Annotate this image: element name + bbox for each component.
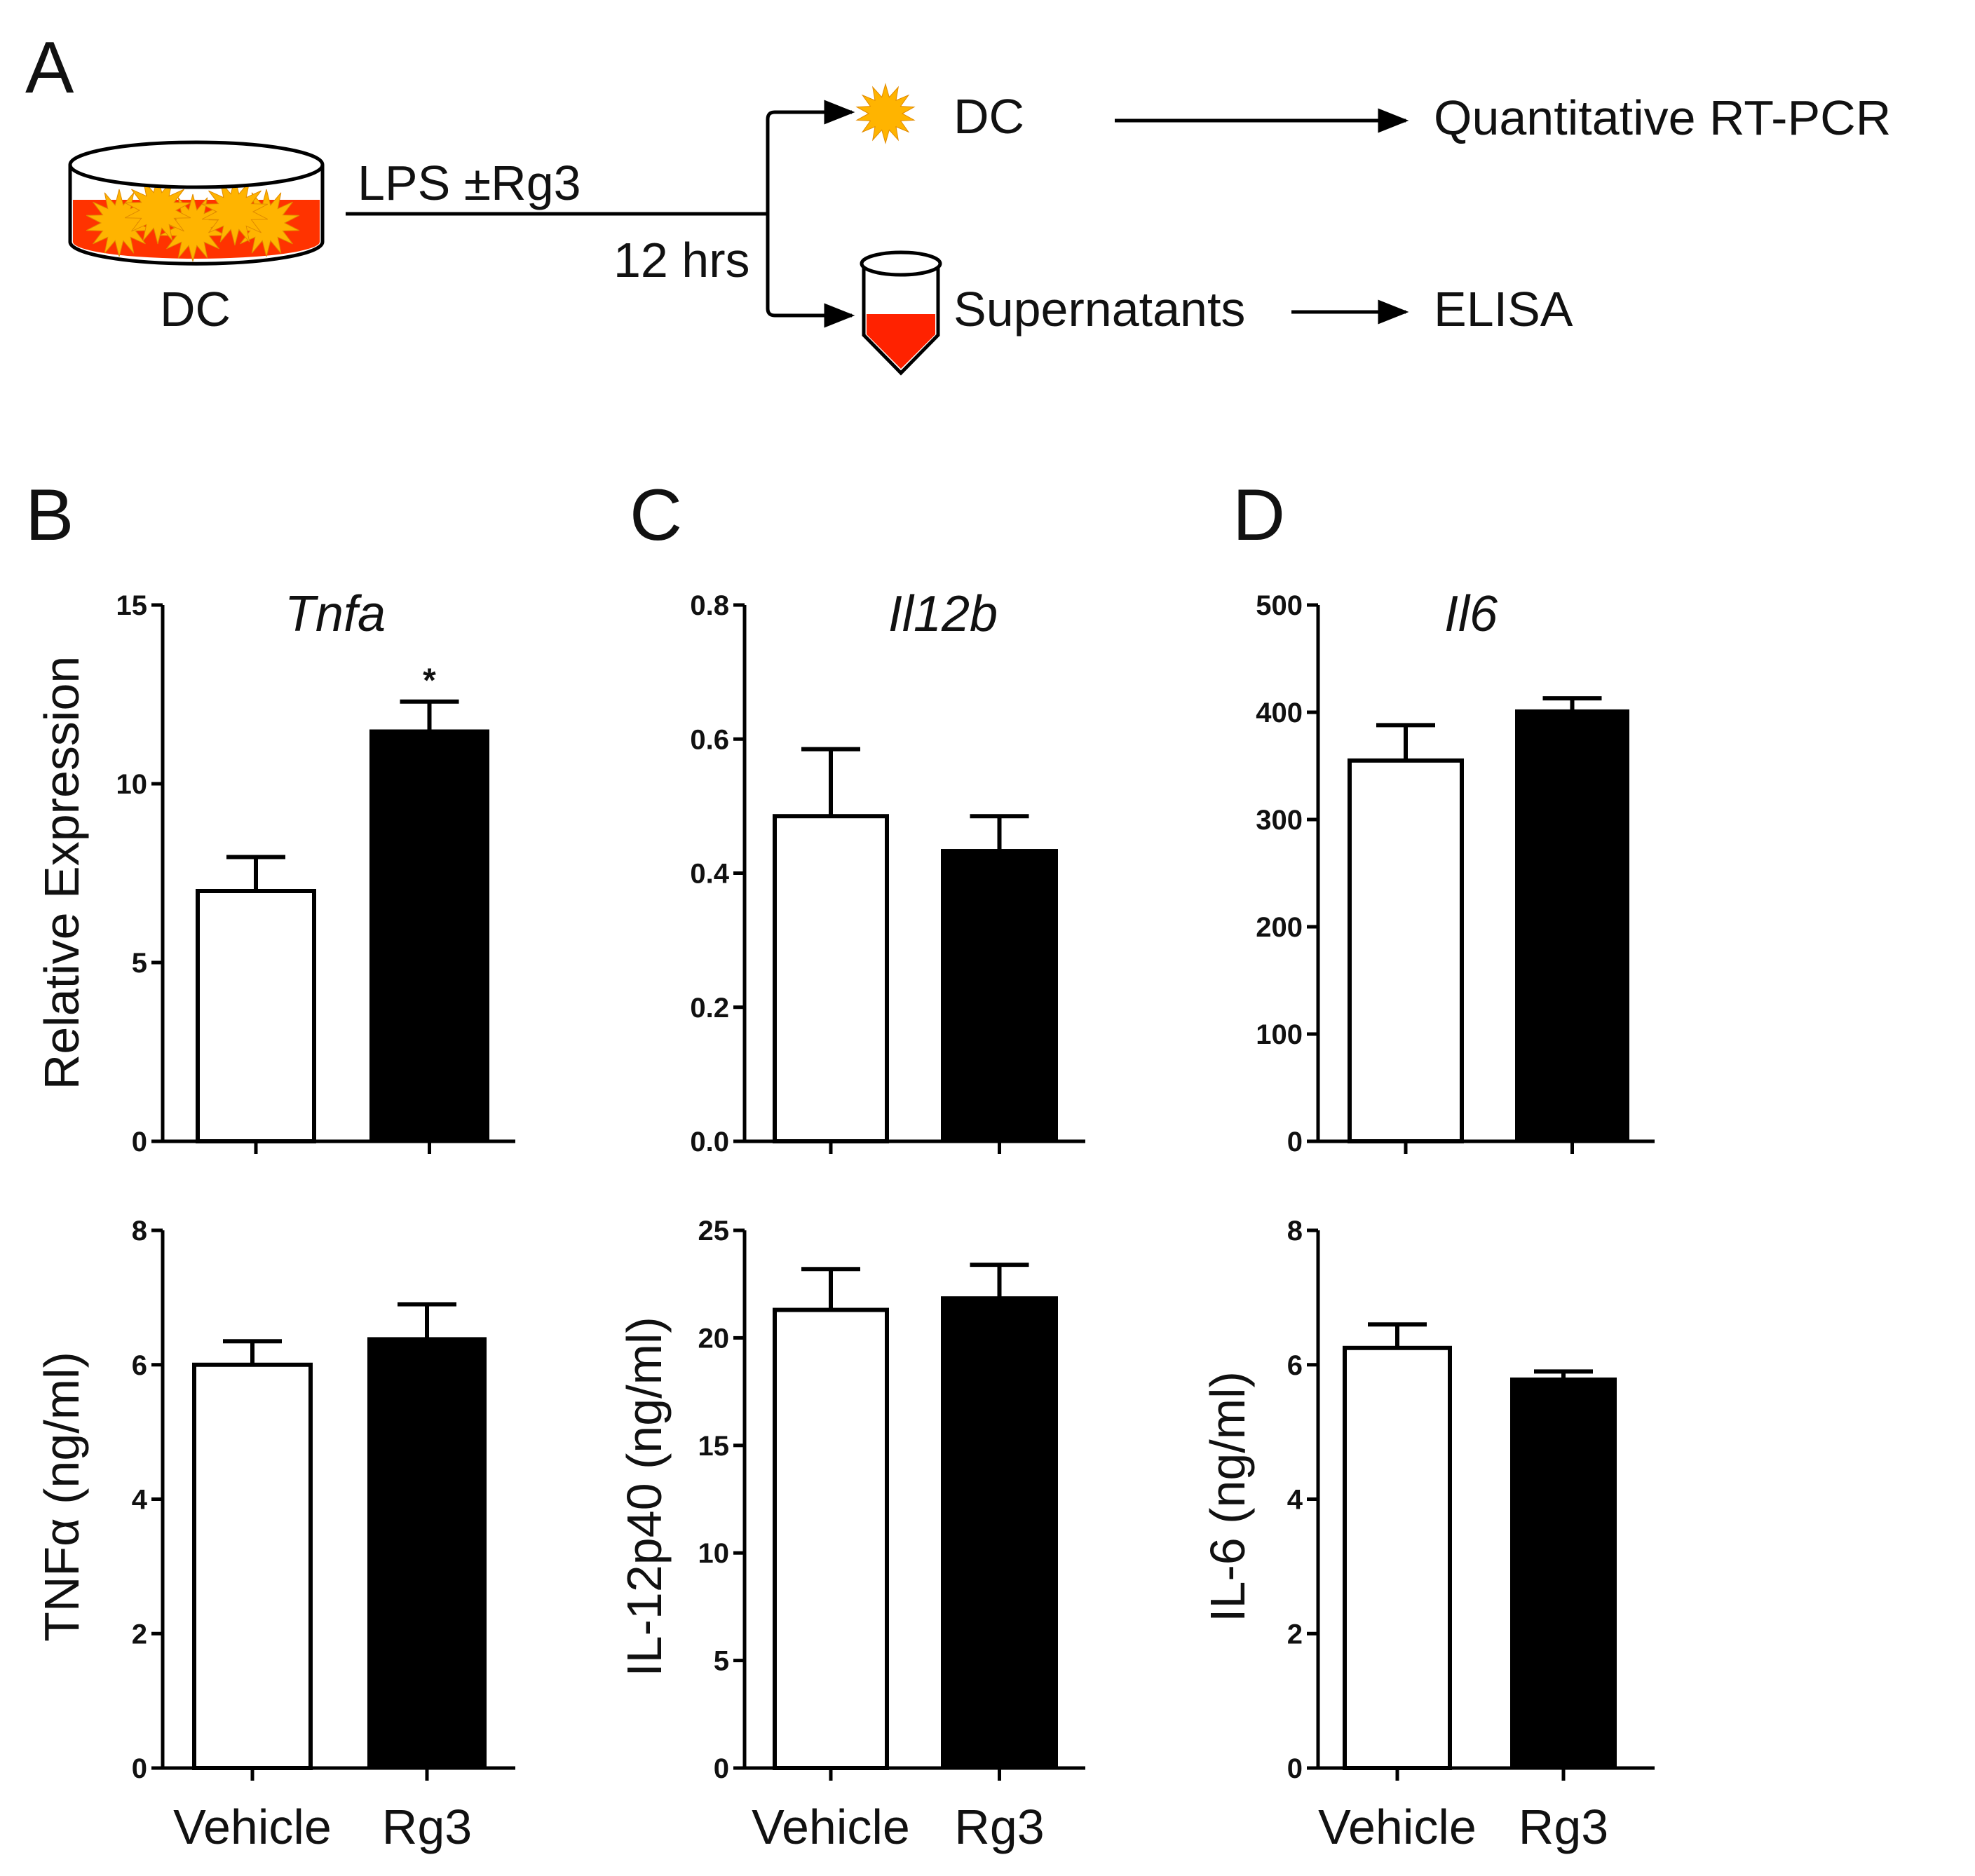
chart-1-y-tick-label: 0.2 xyxy=(690,993,729,1024)
chart-0-y-tick-label: 15 xyxy=(116,590,148,621)
chart-1-y-tick-label: 0.0 xyxy=(690,1127,729,1157)
chart-2-y-tick-label: 200 xyxy=(1256,912,1303,943)
dendritic-cell-shape xyxy=(855,83,916,144)
chart-1-y-tick-label: 0.6 xyxy=(690,724,729,755)
branch-top-assay: Quantitative RT-PCR xyxy=(1434,90,1891,145)
branch-bottom-arrow xyxy=(766,214,855,328)
chart-0-significance-marker: * xyxy=(423,662,436,700)
branch-bottom-label: Supernatants xyxy=(953,282,1245,337)
chart-3-bar-vehicle xyxy=(192,1362,313,1770)
chart-2-y-tick-label: 500 xyxy=(1256,590,1303,621)
panel-letter-c: C xyxy=(630,475,682,556)
chart-4-category-label: Rg3 xyxy=(954,1800,1044,1854)
chart-2-y-tick-label: 0 xyxy=(1287,1127,1303,1157)
branch-top-arrow xyxy=(766,100,855,214)
chart-3-y-tick-label: 2 xyxy=(132,1619,147,1650)
chart-2-bar-rg3 xyxy=(1515,709,1629,1142)
panel-letter-a: A xyxy=(25,27,74,109)
chart-1-bar-rg3 xyxy=(941,849,1058,1142)
dish-label: DC xyxy=(160,282,231,337)
experiment-schematic: DC LPS ±Rg3 12 hrs DC Quantitative RT-PC… xyxy=(68,83,1891,376)
chart-il6-protein: 0 2 4 6 8 Vehicle Rg3 IL-6 (ng/ml) xyxy=(1200,1216,1655,1854)
chart-3-y-tick-label: 8 xyxy=(132,1216,147,1246)
chart-tnfa-protein: 0 2 4 6 8 Vehicle Rg3 TNFα (ng/ml) xyxy=(34,1216,515,1854)
chart-4-y-axis-title: IL-12p40 (ng/ml) xyxy=(617,1317,672,1677)
chart-4-y-tick-label: 5 xyxy=(714,1646,729,1677)
cell-cluster-icon xyxy=(86,176,300,262)
chart-0-bar-vehicle xyxy=(196,889,316,1143)
tube-icon xyxy=(860,250,942,376)
chart-3-bar-rg3 xyxy=(367,1337,487,1769)
chart-4-y-tick-label: 10 xyxy=(698,1538,730,1569)
chart-2-title: Il6 xyxy=(1444,586,1498,642)
panel-letter-d: D xyxy=(1233,475,1285,556)
culture-dish-icon xyxy=(68,140,325,266)
chart-il12p40-protein: 0 5 10 15 20 25 Vehicle Rg3 IL-12p40 (ng/ml) xyxy=(617,1216,1085,1854)
chart-4-y-tick-label: 20 xyxy=(698,1323,730,1354)
treatment-label: LPS ±Rg3 xyxy=(358,156,581,210)
chart-5-bar-rg3 xyxy=(1510,1377,1617,1769)
chart-il6-expression: 0 100 200 300 400 500 Il6 xyxy=(1256,586,1655,1157)
chart-2-y-tick-label: 100 xyxy=(1256,1019,1303,1050)
chart-4-category-label: Vehicle xyxy=(752,1800,910,1854)
chart-2-y-tick-label: 300 xyxy=(1256,805,1303,836)
chart-3-y-tick-label: 0 xyxy=(132,1753,147,1784)
chart-2-bar-vehicle xyxy=(1348,758,1464,1143)
chart-3-y-axis-title: TNFα (ng/ml) xyxy=(34,1352,89,1642)
chart-3-category-label: Vehicle xyxy=(173,1800,332,1854)
chart-0-title: Tnfa xyxy=(285,586,386,642)
chart-5-y-tick-label: 8 xyxy=(1287,1216,1303,1246)
chart-0-y-tick-label: 10 xyxy=(116,769,148,800)
chart-1-y-tick-label: 0.4 xyxy=(690,859,729,890)
chart-5-bar-vehicle xyxy=(1343,1345,1452,1770)
chart-5-y-tick-label: 4 xyxy=(1287,1485,1303,1516)
chart-2-y-tick-label: 400 xyxy=(1256,698,1303,728)
chart-4-y-tick-label: 0 xyxy=(714,1753,729,1784)
panel-letter-b: B xyxy=(25,475,74,556)
chart-5-y-axis-title: IL-6 (ng/ml) xyxy=(1200,1371,1255,1622)
chart-0-y-tick-label: 0 xyxy=(132,1127,147,1157)
chart-0-bar-rg3 xyxy=(369,729,489,1142)
chart-3-category-label: Rg3 xyxy=(382,1800,472,1854)
chart-1-y-tick-label: 0.8 xyxy=(690,590,729,621)
chart-5-category-label: Vehicle xyxy=(1318,1800,1477,1854)
chart-1-title: Il12b xyxy=(888,586,998,642)
chart-4-y-tick-label: 15 xyxy=(698,1431,730,1462)
chart-5-y-tick-label: 0 xyxy=(1287,1753,1303,1784)
chart-5-y-tick-label: 6 xyxy=(1287,1350,1303,1381)
chart-1-bar-vehicle xyxy=(773,814,889,1143)
chart-0-y-tick-label: 5 xyxy=(132,948,147,979)
chart-4-bar-rg3 xyxy=(941,1296,1058,1769)
branch-top-label: DC xyxy=(953,89,1024,144)
chart-5-y-tick-label: 2 xyxy=(1287,1619,1303,1650)
chart-5-category-label: Rg3 xyxy=(1519,1800,1608,1854)
dish-cell-icon xyxy=(124,176,191,245)
chart-3-y-tick-label: 6 xyxy=(132,1350,147,1381)
branch-bottom-assay: ELISA xyxy=(1434,282,1573,337)
chart-0-y-axis-title: Relative Expression xyxy=(34,656,89,1090)
chart-4-y-tick-label: 25 xyxy=(698,1216,730,1246)
dendritic-cell-icon xyxy=(855,83,916,144)
chart-tnfa-expression: 0 5 10 15 * Tnfa Relative Expression xyxy=(34,586,515,1157)
chart-il12b-expression: 0.0 0.2 0.4 0.6 0.8 Il12b xyxy=(690,586,1085,1157)
dish-cell-icon xyxy=(201,177,269,246)
chart-3-y-tick-label: 4 xyxy=(132,1485,148,1516)
time-label: 12 hrs xyxy=(613,233,750,287)
chart-4-bar-vehicle xyxy=(773,1307,889,1770)
